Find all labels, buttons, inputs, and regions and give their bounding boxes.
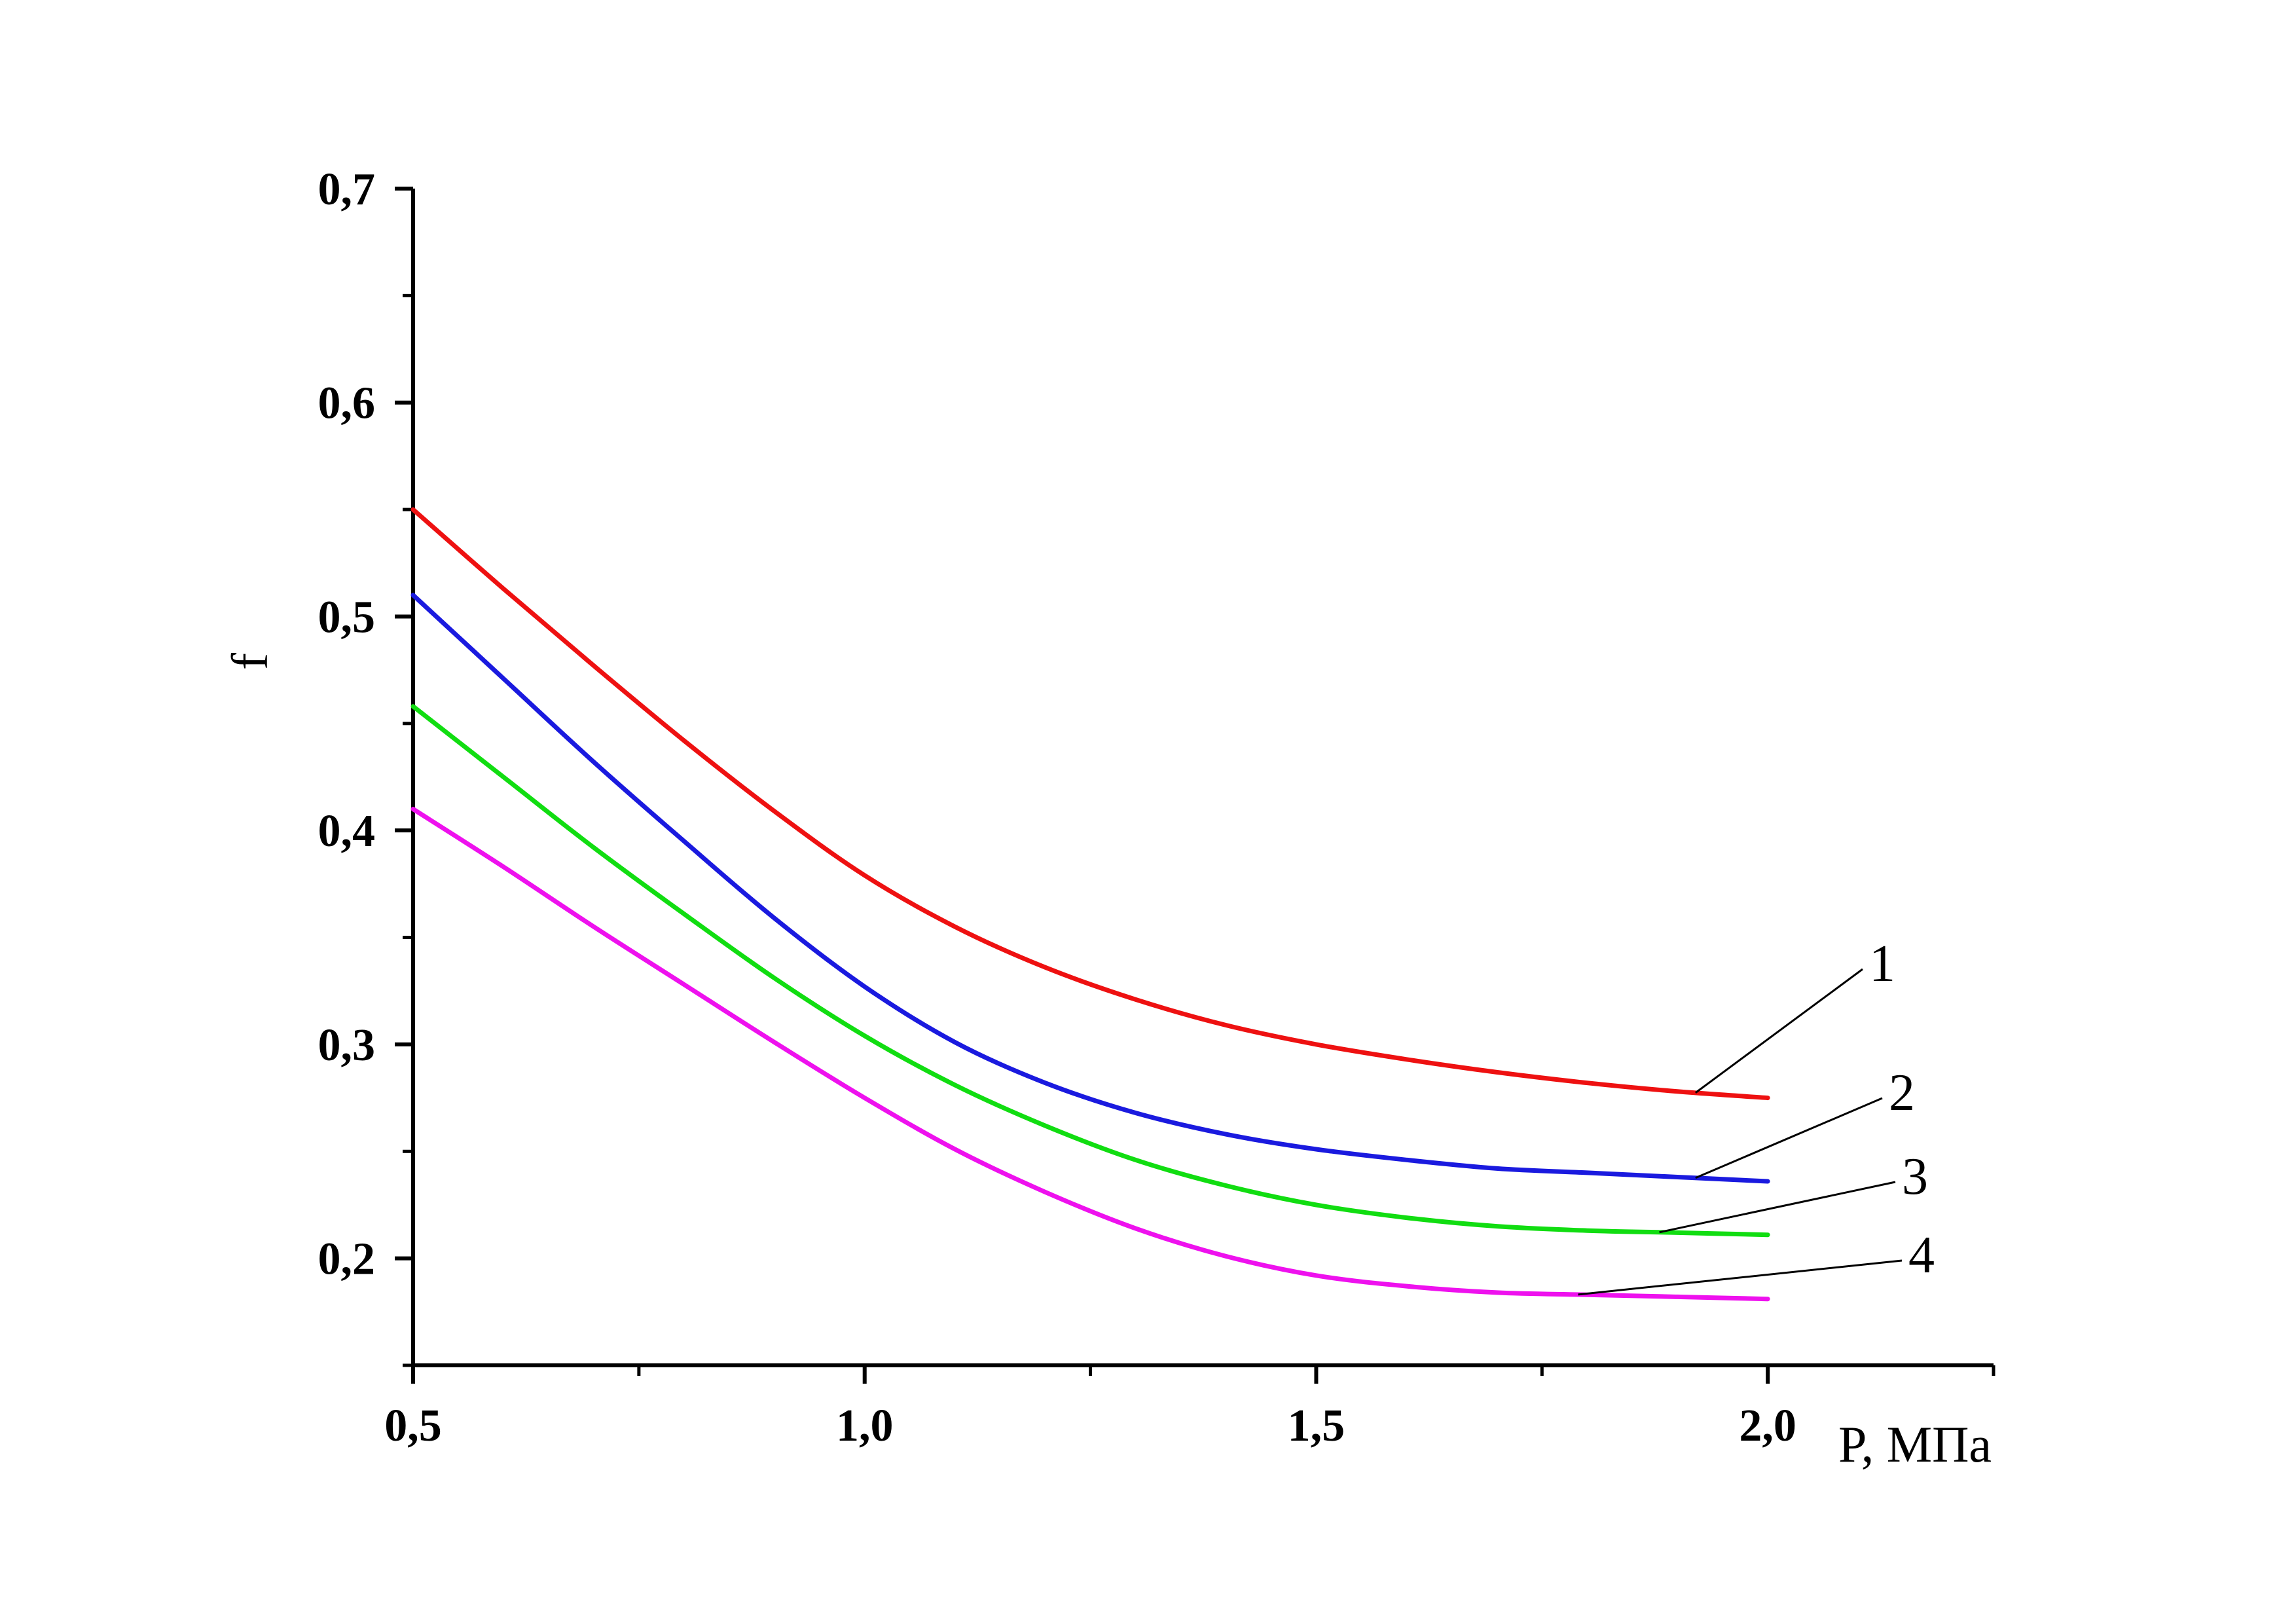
y-tick-label: 0,3: [318, 1020, 376, 1071]
curve-annotations: 1 2 3 4: [1578, 935, 1935, 1296]
y-tick-label: 0,7: [318, 164, 376, 215]
x-tick-label: 2,0: [1739, 1401, 1796, 1451]
y-tick-label: 0,4: [318, 806, 376, 857]
series-lines: [410, 507, 1770, 1302]
series-line-1: [410, 507, 1770, 1101]
annotation-leader-1: [1694, 968, 1863, 1094]
annotation-leader-3: [1659, 1181, 1896, 1234]
x-tick-label: 1,5: [1288, 1401, 1345, 1451]
x-tick-label: 0,5: [384, 1401, 442, 1451]
x-tick-label: 1,0: [836, 1401, 894, 1451]
y-tick-label: 0,6: [318, 378, 376, 429]
annotation-leader-2: [1695, 1097, 1883, 1179]
series-line-3: [410, 704, 1770, 1238]
curve-label-4: 4: [1908, 1227, 1935, 1284]
curve-label-1: 1: [1869, 935, 1895, 993]
y-axis-title: f: [221, 653, 278, 670]
x-ticks: 0,5 1,0 1,5 2,0: [384, 1365, 1995, 1451]
series-line-2: [410, 593, 1770, 1184]
annotation-leader-4: [1578, 1259, 1903, 1296]
curve-label-3: 3: [1902, 1148, 1928, 1206]
y-ticks: 0,2 0,3 0,4 0,5 0,6 0,7: [318, 164, 413, 1367]
y-tick-label: 0,5: [318, 592, 376, 642]
series-line-4: [410, 807, 1770, 1302]
y-tick-label: 0,2: [318, 1234, 376, 1285]
axes: [411, 189, 1994, 1367]
x-axis-title: P, МПа: [1838, 1416, 1992, 1473]
curve-label-2: 2: [1889, 1064, 1915, 1122]
